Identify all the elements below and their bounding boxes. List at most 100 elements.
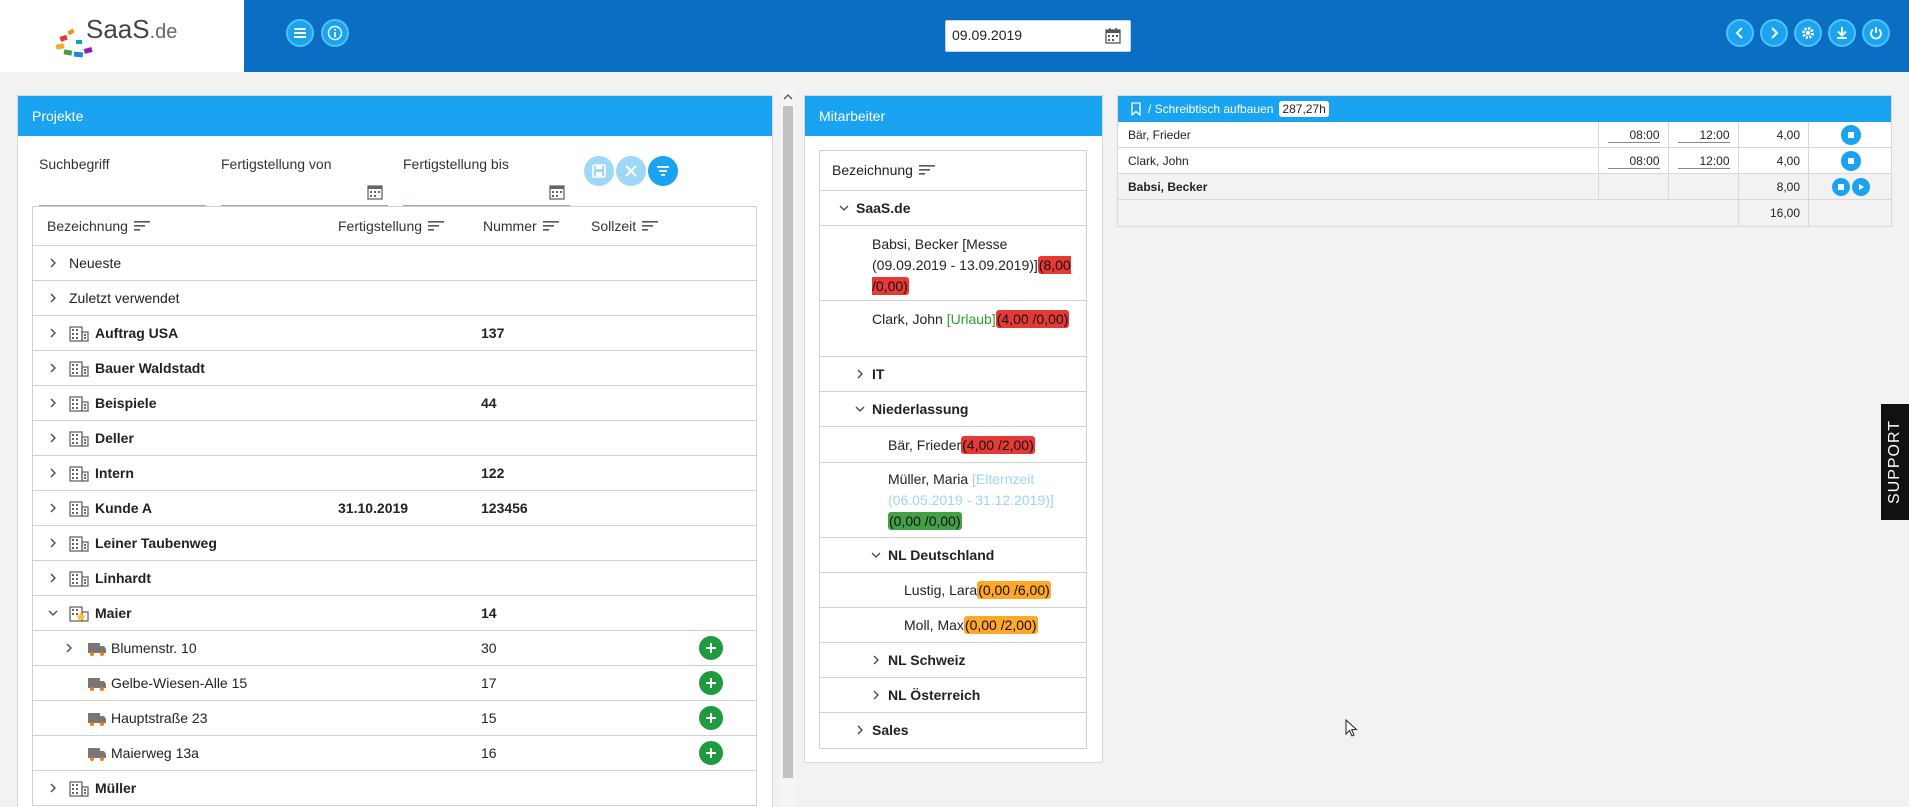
calendar-icon[interactable] — [1104, 27, 1122, 45]
stop-button[interactable] — [1841, 151, 1861, 171]
play-button[interactable] — [1852, 178, 1870, 196]
table-row[interactable]: Linhardt — [33, 561, 756, 596]
calendar-icon[interactable] — [366, 183, 384, 201]
table-row[interactable]: Müller — [33, 771, 756, 806]
tree-row-neueste[interactable]: Neueste — [33, 246, 756, 281]
group-row-nl-deutschland[interactable]: NL Deutschland — [820, 538, 1086, 573]
time-row-summary[interactable]: Babsi, Becker 8,00 — [1118, 174, 1891, 200]
table-row[interactable]: Maier 14 — [33, 596, 756, 631]
table-row[interactable]: Leiner Taubenweg — [33, 526, 756, 561]
employees-panel-header: Mitarbeiter — [805, 96, 1102, 136]
table-row[interactable]: Gelbe-Wiesen-Alle 15 17 — [33, 666, 756, 701]
chevron-right-icon[interactable] — [47, 292, 59, 304]
employee-row-clark[interactable]: Clark, John [Urlaub](4,00 /0,00) — [820, 301, 1086, 357]
support-tab[interactable]: SUPPORT — [1881, 404, 1909, 520]
column-header-sollzeit[interactable]: Sollzeit — [591, 218, 659, 234]
chevron-right-icon[interactable] — [47, 397, 59, 409]
chevron-right-icon[interactable] — [47, 782, 59, 794]
table-row[interactable]: Blumenstr. 10 30 — [33, 631, 756, 666]
group-row-saas[interactable]: SaaS.de — [820, 191, 1086, 226]
logo[interactable]: SaaS.de — [0, 0, 244, 72]
save-filter-button[interactable] — [584, 156, 614, 186]
end-time-input[interactable]: 12:00 — [1677, 128, 1730, 143]
column-header-fertigstellung[interactable]: Fertigstellung — [338, 218, 445, 234]
start-time-input[interactable]: 08:00 — [1607, 154, 1660, 169]
tree-row-zuletzt-verwendet[interactable]: Zuletzt verwendet — [33, 281, 756, 316]
chevron-right-icon[interactable] — [47, 467, 59, 479]
chevron-right-icon[interactable] — [47, 432, 59, 444]
employee-row-moll[interactable]: Moll, Max(0,00 /2,00) — [820, 608, 1086, 643]
logout-button[interactable] — [1862, 19, 1890, 47]
group-row-niederlassung[interactable]: Niederlassung — [820, 392, 1086, 427]
chevron-down-icon[interactable] — [47, 607, 59, 619]
chevron-right-icon[interactable] — [63, 642, 75, 654]
group-row-it[interactable]: IT — [820, 357, 1086, 392]
stop-button[interactable] — [1841, 125, 1861, 145]
date-input[interactable] — [952, 27, 1092, 43]
column-header-bezeichnung[interactable]: Bezeichnung — [47, 218, 150, 234]
table-row[interactable]: Intern 122 — [33, 456, 756, 491]
search-field[interactable]: Suchbegriff — [39, 156, 206, 206]
employee-row-baer[interactable]: Bär, Frieder(4,00 /2,00) — [820, 427, 1086, 463]
table-row[interactable]: Maierweg 13a 16 — [33, 736, 756, 771]
add-entry-button[interactable] — [699, 741, 723, 765]
next-button[interactable] — [1760, 19, 1788, 47]
group-row-nl-oesterreich[interactable]: NL Österreich — [820, 678, 1086, 713]
clear-filter-button[interactable] — [616, 156, 646, 186]
chevron-right-icon[interactable] — [47, 572, 59, 584]
settings-button[interactable] — [1794, 19, 1822, 47]
chevron-right-icon[interactable] — [854, 724, 866, 736]
download-button[interactable] — [1828, 19, 1856, 47]
calendar-icon[interactable] — [548, 183, 566, 201]
time-row[interactable]: Bär, Frieder 08:00 12:00 4,00 — [1118, 122, 1891, 148]
plus-icon — [706, 678, 716, 688]
table-row[interactable]: Beispiele 44 — [33, 386, 756, 421]
status-label: [Urlaub] — [946, 311, 996, 327]
stop-button[interactable] — [1832, 178, 1850, 196]
employee-row-lustig[interactable]: Lustig, Lara(0,00 /6,00) — [820, 573, 1086, 608]
add-entry-button[interactable] — [699, 636, 723, 660]
panel-title: Projekte — [32, 108, 84, 124]
group-row-sales[interactable]: Sales — [820, 713, 1086, 748]
chevron-right-icon — [1771, 27, 1779, 39]
date-field[interactable] — [945, 20, 1131, 52]
chevron-right-icon[interactable] — [47, 257, 59, 269]
start-time-input[interactable]: 08:00 — [1607, 128, 1660, 143]
table-row[interactable]: Hauptstraße 23 15 — [33, 701, 756, 736]
scrollbar-thumb[interactable] — [783, 106, 793, 778]
building-icon — [69, 431, 89, 447]
end-time-input[interactable]: 12:00 — [1677, 154, 1730, 169]
column-header-bezeichnung[interactable]: Bezeichnung — [832, 162, 935, 178]
completion-to-field[interactable]: Fertigstellung bis — [403, 156, 570, 206]
chevron-right-icon[interactable] — [870, 654, 882, 666]
info-icon — [327, 25, 343, 41]
info-button[interactable] — [321, 19, 349, 47]
chevron-right-icon[interactable] — [854, 368, 866, 380]
time-row[interactable]: Clark, John 08:00 12:00 4,00 — [1118, 148, 1891, 174]
add-entry-button[interactable] — [699, 706, 723, 730]
chevron-right-icon[interactable] — [870, 689, 882, 701]
add-entry-button[interactable] — [699, 671, 723, 695]
chevron-right-icon[interactable] — [47, 327, 59, 339]
chevron-down-icon[interactable] — [838, 202, 850, 214]
chevron-right-icon[interactable] — [47, 537, 59, 549]
previous-button[interactable] — [1726, 19, 1754, 47]
employee-row-mueller[interactable]: Müller, Maria [Elternzeit (06.05.2019 - … — [820, 463, 1086, 538]
scroll-up-icon[interactable] — [783, 92, 793, 102]
table-row[interactable]: Auftrag USA 137 — [33, 316, 756, 351]
vertical-scrollbar[interactable] — [781, 88, 795, 807]
table-row[interactable]: Bauer Waldstadt — [33, 351, 756, 386]
chevron-right-icon[interactable] — [47, 502, 59, 514]
chevron-down-icon[interactable] — [870, 549, 882, 561]
list-view-button[interactable] — [286, 19, 314, 47]
table-row[interactable]: Deller — [33, 421, 756, 456]
chevron-right-icon[interactable] — [47, 362, 59, 374]
group-row-nl-schweiz[interactable]: NL Schweiz — [820, 643, 1086, 678]
completion-from-field[interactable]: Fertigstellung von — [221, 156, 388, 206]
table-row[interactable]: Kunde A 31.10.2019 123456 — [33, 491, 756, 526]
apply-filter-button[interactable] — [648, 156, 678, 186]
column-header-nummer[interactable]: Nummer — [483, 218, 559, 234]
save-icon — [592, 164, 606, 178]
employee-row-babsi[interactable]: Babsi, Becker [Messe (09.09.2019 - 13.09… — [820, 226, 1086, 301]
chevron-down-icon[interactable] — [854, 403, 866, 415]
